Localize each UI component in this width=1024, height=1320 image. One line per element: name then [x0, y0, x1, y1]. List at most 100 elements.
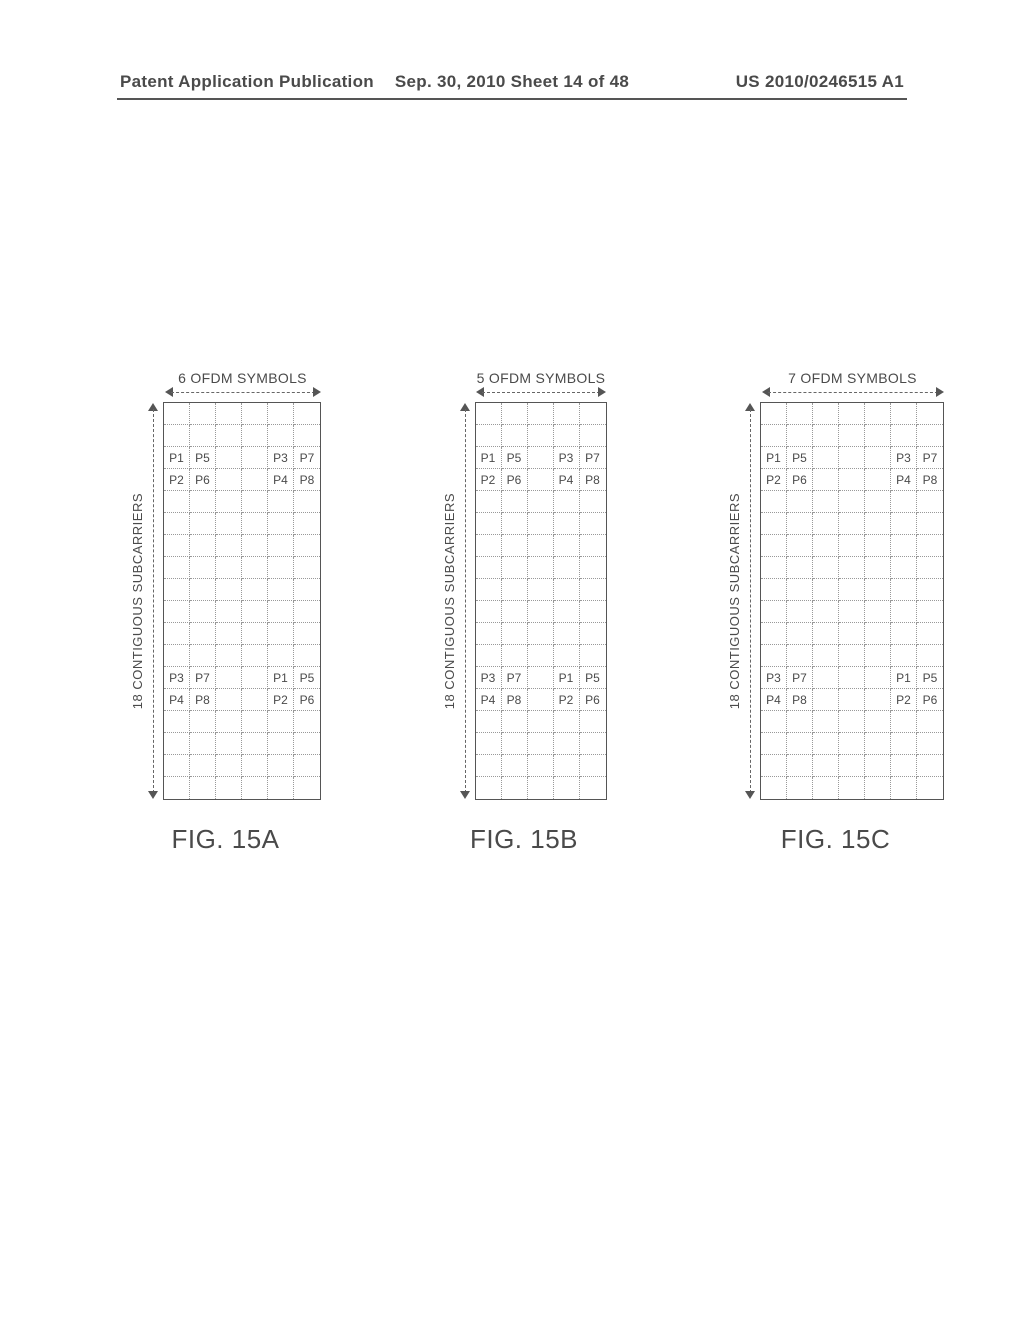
grid-cell: [813, 623, 839, 645]
grid-cell: [865, 513, 891, 535]
grid-cell: [190, 755, 216, 777]
grid-cell: [761, 645, 787, 667]
grid-cell: [580, 711, 606, 733]
grid-cell: [294, 491, 320, 513]
grid-cell: [190, 535, 216, 557]
grid-cell: [787, 535, 813, 557]
grid-cell: [839, 667, 865, 689]
grid-cell: [554, 557, 580, 579]
y-axis-label: 18 CONTIGUOUS SUBCARRIERS: [727, 493, 742, 709]
y-axis-group: 18 CONTIGUOUS SUBCARRIERS: [727, 403, 756, 799]
grid-cell: [294, 645, 320, 667]
grid-cell: [761, 777, 787, 799]
pilot-cell: P5: [917, 667, 943, 689]
grid-cell: [554, 403, 580, 425]
grid-cell: [839, 469, 865, 491]
pilot-cell: P4: [164, 689, 190, 711]
grid-cell: [190, 645, 216, 667]
pilot-cell: P6: [502, 469, 528, 491]
grid-cell: [891, 579, 917, 601]
grid-cell: [164, 733, 190, 755]
grid-cell: [554, 733, 580, 755]
grid-cell: [917, 557, 943, 579]
grid-cell: [164, 755, 190, 777]
pilot-cell: P6: [917, 689, 943, 711]
grid-cell: [554, 491, 580, 513]
grid-cell: [528, 447, 554, 469]
fig15c-block: 7 OFDM SYMBOLS18 CONTIGUOUS SUBCARRIERSP…: [727, 370, 944, 855]
grid-cell: [917, 601, 943, 623]
grid-cell: [891, 425, 917, 447]
grid-cell: [216, 777, 242, 799]
grid-cell: [242, 513, 268, 535]
grid-cell: [476, 777, 502, 799]
grid-cell: [190, 601, 216, 623]
grid-cell: [528, 557, 554, 579]
x-axis-arrow: [476, 388, 606, 398]
grid-cell: [917, 491, 943, 513]
grid-cell: [242, 689, 268, 711]
grid-cell: [865, 447, 891, 469]
pilot-cell: P8: [580, 469, 606, 491]
grid-cell: [813, 557, 839, 579]
grid-cell: [528, 733, 554, 755]
page-header: Patent Application Publication Sep. 30, …: [120, 72, 904, 92]
grid-cell: [268, 579, 294, 601]
grid-cell: [268, 777, 294, 799]
pilot-cell: P4: [476, 689, 502, 711]
pilot-cell: P2: [891, 689, 917, 711]
grid-cell: [917, 623, 943, 645]
grid-cell: [554, 425, 580, 447]
grid-cell: [164, 491, 190, 513]
fig15c-grid: P1P5P3P7P2P6P4P8P3P7P1P5P4P8P2P6: [760, 402, 944, 800]
grid-cell: [839, 557, 865, 579]
grid-cell: [268, 645, 294, 667]
grid-cell: [891, 557, 917, 579]
grid-cell: [813, 579, 839, 601]
grid-cell: [787, 403, 813, 425]
grid-cell: [787, 579, 813, 601]
grid-cell: [865, 557, 891, 579]
grid-cell: [865, 403, 891, 425]
grid-cell: [502, 755, 528, 777]
grid-cell: [528, 645, 554, 667]
grid-cell: [216, 711, 242, 733]
grid-cell: [190, 513, 216, 535]
grid-cell: [476, 403, 502, 425]
grid-cell: [917, 711, 943, 733]
grid-cell: [787, 491, 813, 513]
grid-cell: [761, 711, 787, 733]
grid-cell: [761, 513, 787, 535]
pilot-cell: P8: [787, 689, 813, 711]
pilot-cell: P4: [761, 689, 787, 711]
pilot-cell: P5: [502, 447, 528, 469]
figures-row: 6 OFDM SYMBOLS18 CONTIGUOUS SUBCARRIERSP…: [130, 370, 944, 855]
pilot-cell: P1: [268, 667, 294, 689]
pilot-cell: P2: [554, 689, 580, 711]
grid-cell: [891, 513, 917, 535]
grid-cell: [190, 733, 216, 755]
grid-cell: [294, 755, 320, 777]
pilot-cell: P5: [787, 447, 813, 469]
grid-cell: [813, 403, 839, 425]
grid-cell: [476, 579, 502, 601]
grid-cell: [164, 623, 190, 645]
grid-cell: [813, 491, 839, 513]
y-axis-arrow: [149, 403, 159, 799]
grid-cell: [865, 667, 891, 689]
pilot-cell: P6: [190, 469, 216, 491]
grid-and-yaxis: 18 CONTIGUOUS SUBCARRIERSP1P5P3P7P2P6P4P…: [727, 402, 944, 800]
grid-cell: [528, 425, 554, 447]
grid-cell: [294, 535, 320, 557]
grid-cell: [216, 667, 242, 689]
grid-cell: [216, 535, 242, 557]
grid-cell: [190, 425, 216, 447]
grid-cell: [528, 579, 554, 601]
pilot-cell: P8: [917, 469, 943, 491]
header-right: US 2010/0246515 A1: [736, 72, 904, 92]
grid-cell: [502, 601, 528, 623]
grid-cell: [476, 645, 502, 667]
grid-cell: [839, 425, 865, 447]
grid-cell: [580, 733, 606, 755]
grid-cell: [839, 689, 865, 711]
